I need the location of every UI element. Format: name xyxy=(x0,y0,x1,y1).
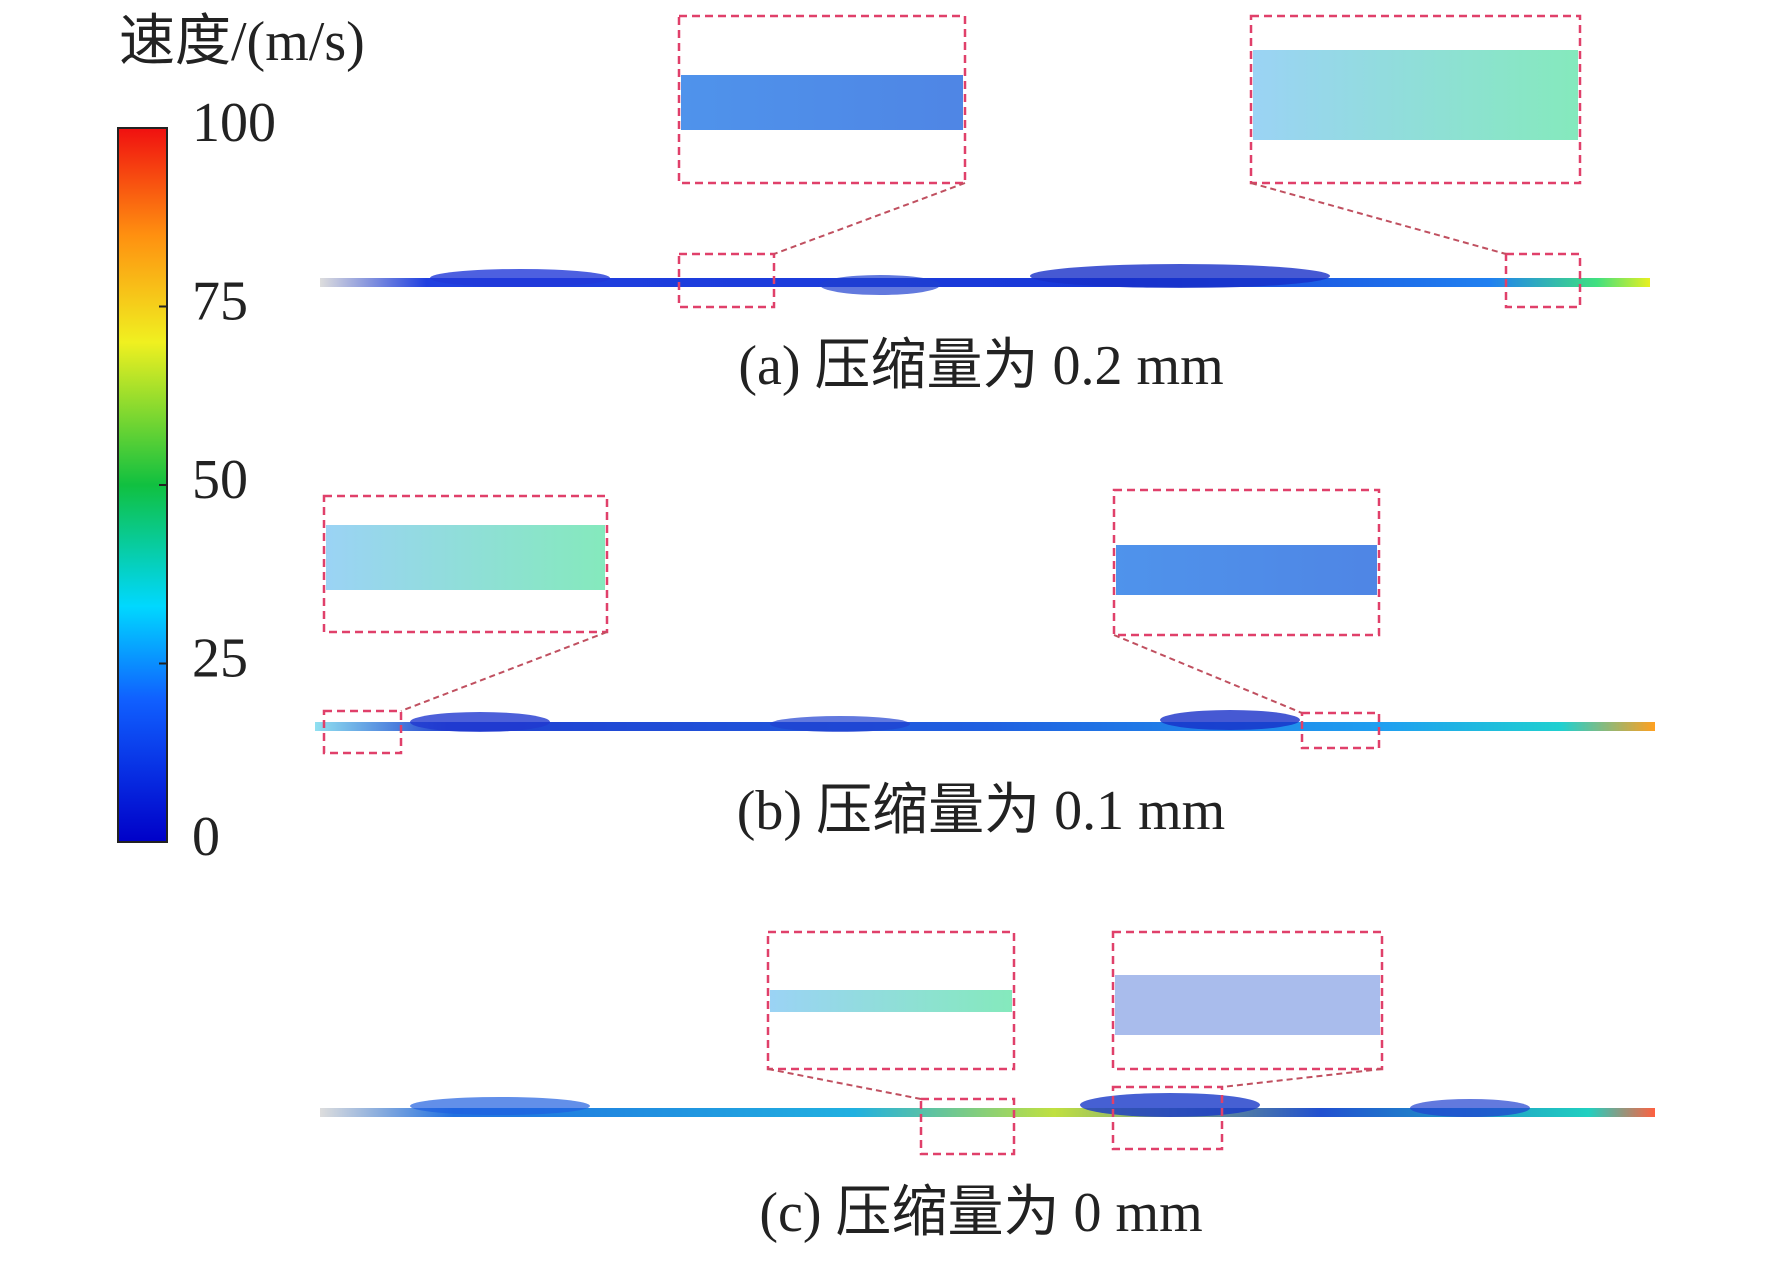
colorbar-tick-label: 25 xyxy=(192,627,248,689)
zoom-box xyxy=(1111,930,1384,1071)
colorbar-tick-label: 100 xyxy=(192,92,276,154)
vortex xyxy=(1080,1093,1260,1117)
connector xyxy=(400,631,608,712)
zoom-box xyxy=(1504,252,1582,309)
connector xyxy=(767,1068,922,1100)
colorbar-tick-label: 50 xyxy=(192,449,248,511)
panel-caption: (c) 压缩量为 0 mm xyxy=(759,1182,1202,1244)
flow-field xyxy=(320,278,1650,287)
vortex xyxy=(770,716,910,732)
vortex xyxy=(1160,710,1300,730)
zoom-box xyxy=(1111,1085,1224,1151)
flow-field xyxy=(315,722,1655,731)
zoom-view xyxy=(326,525,605,590)
zoom-view xyxy=(1253,50,1578,140)
colorbar-tick-label: 0 xyxy=(192,806,220,868)
colorbar-tick-label: 75 xyxy=(192,270,248,332)
panel-caption: (a) 压缩量为 0.2 mm xyxy=(738,335,1223,397)
colorbar xyxy=(117,127,168,843)
zoom-view xyxy=(1115,975,1380,1035)
connector xyxy=(1221,1068,1383,1088)
vortex xyxy=(430,269,610,287)
colorbar-ticks: 0 25 50 75 100 xyxy=(159,92,276,868)
connector xyxy=(773,182,966,255)
zoom-box xyxy=(322,494,609,634)
zoom-view xyxy=(770,990,1012,1012)
vortex xyxy=(1410,1099,1530,1117)
connector xyxy=(1250,182,1507,255)
zoom-box xyxy=(677,14,967,185)
panel-caption: (b) 压缩量为 0.1 mm xyxy=(737,780,1225,842)
zoom-view xyxy=(1116,545,1377,595)
zoom-box xyxy=(677,252,776,309)
colorbar-title: 速度/(m/s) xyxy=(119,11,365,73)
vortex xyxy=(1030,264,1330,288)
vortex xyxy=(410,712,550,732)
panel-c: (c) 压缩量为 0 mm xyxy=(320,930,1655,1244)
zoom-box xyxy=(322,709,403,755)
connector xyxy=(1113,634,1303,714)
panel-b: (b) 压缩量为 0.1 mm xyxy=(315,488,1655,842)
vortex xyxy=(410,1097,590,1115)
zoom-box xyxy=(919,1097,1016,1156)
panel-a: (a) 压缩量为 0.2 mm xyxy=(320,14,1650,397)
zoom-box xyxy=(1112,488,1381,637)
zoom-box xyxy=(1300,711,1381,750)
vortex xyxy=(820,275,940,295)
zoom-box xyxy=(766,930,1016,1071)
zoom-view xyxy=(681,75,963,130)
flow-field xyxy=(320,1108,1655,1117)
